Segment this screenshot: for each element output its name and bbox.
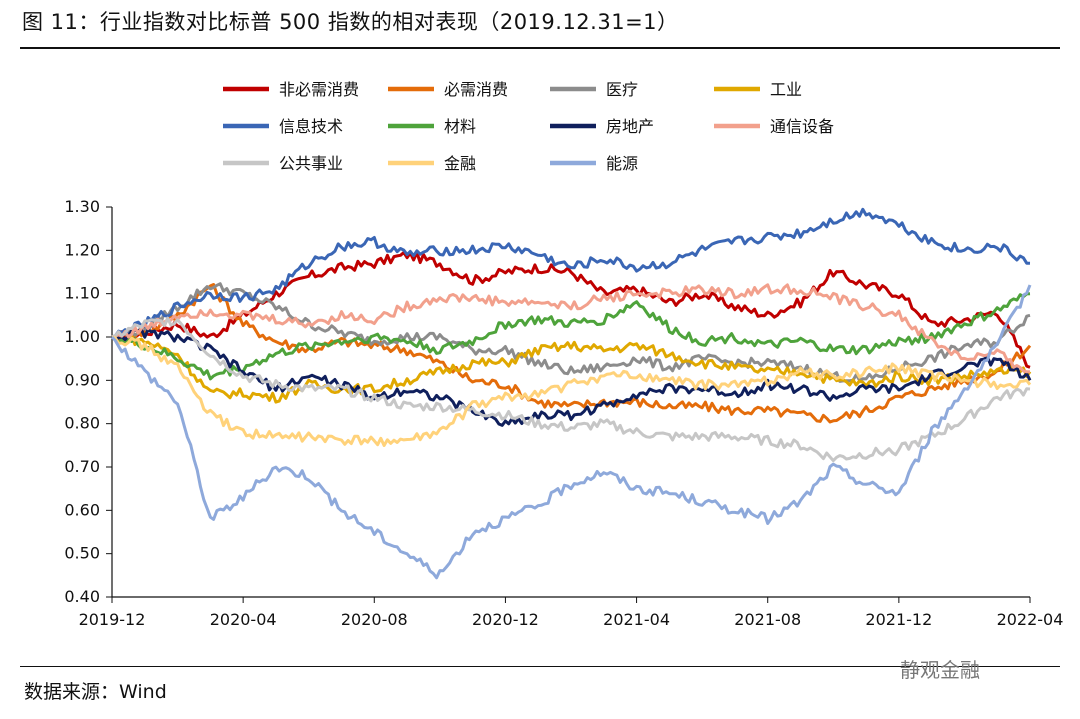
series-line-10 — [110, 284, 1032, 580]
page-title: 图 11：行业指数对比标普 500 指数的相对表现（2019.12.31=1） — [22, 10, 679, 34]
series-line-2 — [111, 282, 1031, 383]
y-tick-label: 0.90 — [64, 370, 100, 389]
x-tick-label: 2020-08 — [341, 610, 408, 629]
legend-label-8: 公共事业 — [279, 154, 343, 173]
legend-label-0: 非必需消费 — [279, 80, 359, 99]
series-line-7 — [111, 283, 1031, 374]
y-tick-label: 1.30 — [64, 197, 100, 216]
y-tick-label: 1.20 — [64, 240, 100, 259]
series-line-1 — [111, 283, 1032, 424]
series-line-5 — [111, 292, 1031, 381]
legend-label-6: 房地产 — [606, 117, 654, 136]
series-line-4 — [111, 207, 1031, 339]
x-tick-label: 2020-12 — [472, 610, 539, 629]
y-tick-label: 0.70 — [64, 457, 100, 476]
legend-label-1: 必需消费 — [444, 80, 508, 99]
x-tick-label: 2019-12 — [79, 610, 146, 629]
legend-label-4: 信息技术 — [279, 117, 343, 136]
legend-label-2: 医疗 — [606, 80, 638, 99]
title-divider — [20, 47, 1060, 49]
legend-label-3: 工业 — [770, 80, 802, 99]
x-tick-label: 2021-12 — [865, 610, 932, 629]
legend-label-10: 能源 — [606, 154, 638, 173]
y-tick-label: 1.10 — [64, 284, 100, 303]
legend-label-9: 金融 — [444, 154, 476, 173]
x-tick-label: 2021-08 — [734, 610, 801, 629]
y-tick-label: 0.60 — [64, 500, 100, 519]
series-line-9 — [111, 335, 1032, 447]
legend-label-5: 材料 — [444, 117, 476, 136]
x-tick-label: 2021-04 — [603, 610, 670, 629]
series-line-8 — [111, 316, 1031, 463]
watermark-text: 静观金融 — [900, 658, 980, 682]
series-line-3 — [111, 334, 1032, 404]
y-tick-label: 0.50 — [64, 544, 100, 563]
y-tick-label: 0.80 — [64, 414, 100, 433]
y-tick-label: 0.40 — [64, 587, 100, 606]
x-tick-label: 2020-04 — [210, 610, 277, 629]
legend-label-7: 通信设备 — [770, 117, 834, 136]
chart-axes: 1.30 1.20 1.10 1.00 0.90 0.80 0.70 0.60 0.50 0.40… — [64, 197, 1063, 629]
x-tick-label: 2022-04 — [997, 610, 1064, 629]
source-divider — [20, 666, 1060, 667]
source-note: 数据来源：Wind — [24, 681, 167, 703]
chart-plot-area — [110, 207, 1032, 580]
y-tick-label: 1.00 — [64, 327, 100, 346]
